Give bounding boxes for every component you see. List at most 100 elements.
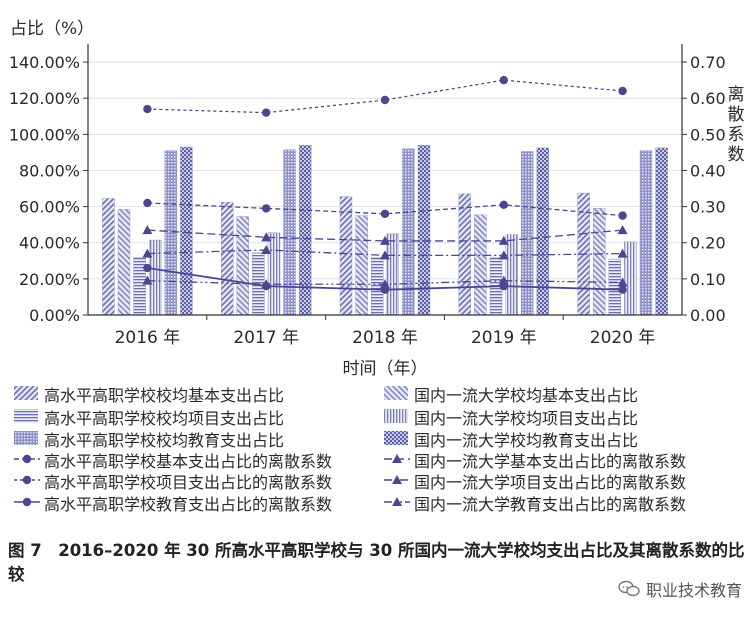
line-point xyxy=(380,235,390,245)
line-point xyxy=(380,279,390,289)
legend-swatch xyxy=(14,409,38,423)
line-point xyxy=(618,285,627,294)
bar xyxy=(593,208,606,316)
series-line xyxy=(147,79,623,114)
figure-caption: 图 7 2016–2020 年 30 所高水平高职学校与 30 所国内一流大学校… xyxy=(8,541,745,584)
legend-label: 国内一流大学教育支出占比的离散系数 xyxy=(414,495,686,514)
line-point xyxy=(22,475,32,485)
y-left-tick-label: 120.00% xyxy=(9,89,80,108)
lines xyxy=(142,75,628,294)
line-point xyxy=(498,250,509,260)
bar xyxy=(386,233,399,316)
bar xyxy=(536,147,549,316)
line-point xyxy=(617,248,628,258)
line-point xyxy=(143,263,152,273)
y-right-tick-label: 0.50 xyxy=(690,125,726,144)
line-point xyxy=(498,235,509,245)
legend-swatch xyxy=(14,431,38,445)
legend-label: 国内一流大学校均基本支出占比 xyxy=(414,386,638,405)
bar xyxy=(236,216,250,316)
y-left-tick-label: 140.00% xyxy=(9,53,80,72)
bar xyxy=(505,234,518,316)
line-point xyxy=(143,198,152,208)
line-point xyxy=(142,248,153,258)
y-left-tick-label: 60.00% xyxy=(19,198,80,217)
line-point xyxy=(618,211,627,220)
line-point xyxy=(498,275,509,285)
bar xyxy=(164,150,178,316)
bar xyxy=(355,215,368,316)
bar xyxy=(102,198,115,316)
y-left-tick-label: 20.00% xyxy=(19,270,80,289)
y-right-tick-label: 0.20 xyxy=(690,234,726,253)
bar xyxy=(655,147,668,316)
legend-swatch xyxy=(384,386,408,400)
line-point xyxy=(392,497,402,506)
line-point xyxy=(618,86,627,96)
legend-label: 高水平高职学校校均基本支出占比 xyxy=(44,386,284,405)
series-line xyxy=(147,249,623,257)
bar xyxy=(639,150,653,316)
line-point xyxy=(143,104,152,114)
line-point xyxy=(499,75,508,85)
y-right-tick-label: 0.40 xyxy=(690,161,726,180)
bar xyxy=(608,258,621,316)
chat-bubbles-icon xyxy=(618,580,640,597)
line-point xyxy=(262,108,271,117)
legend-label: 国内一流大学项目支出占比的离散系数 xyxy=(414,473,686,492)
y-left-tick-label: 100.00% xyxy=(9,125,80,144)
legend-swatch xyxy=(14,386,38,400)
bar xyxy=(402,148,415,316)
legend-label: 高水平高职学校校均项目支出占比 xyxy=(44,409,284,428)
line-point xyxy=(262,204,271,213)
line-point xyxy=(261,244,272,254)
y-right-title-char: 离 xyxy=(728,85,745,105)
bar xyxy=(133,256,146,316)
legend-label: 高水平高职学校教育支出占比的离散系数 xyxy=(44,495,332,514)
x-tick-label: 2017 年 xyxy=(233,328,299,348)
line-point xyxy=(22,497,32,507)
bar xyxy=(624,241,637,316)
y-left-tick-label: 0.00% xyxy=(29,306,80,325)
x-tick-label: 2016 年 xyxy=(115,328,181,348)
line-point xyxy=(392,475,402,484)
bar xyxy=(180,146,193,316)
x-tick-label: 2018 年 xyxy=(352,328,418,348)
line-point xyxy=(22,454,32,464)
y-right-tick-label: 0.70 xyxy=(690,53,726,72)
line-point xyxy=(499,200,508,209)
bar xyxy=(283,149,296,316)
axes: 0.00% 20.00% 40.00% 60.00% 80.00% 100.00% 120.… xyxy=(9,19,745,379)
line-point xyxy=(261,279,272,289)
y-right-tick-label: 0.00 xyxy=(690,306,726,325)
x-axis-title: 时间（年） xyxy=(343,359,428,379)
bar xyxy=(220,201,234,316)
series-line xyxy=(147,229,623,242)
y-left-tick-label: 40.00% xyxy=(19,234,80,253)
legend-label: 国内一流大学基本支出占比的离散系数 xyxy=(414,452,686,471)
bar xyxy=(299,144,312,316)
y-right-tick-label: 0.10 xyxy=(690,270,726,289)
bar xyxy=(458,193,471,316)
y-right-tick-label: 0.60 xyxy=(690,89,726,108)
series-line xyxy=(147,202,623,217)
line-point xyxy=(380,95,390,105)
bar xyxy=(267,232,281,316)
line-point xyxy=(142,275,153,285)
y-left-title: 占比（%） xyxy=(10,19,94,39)
bar xyxy=(117,209,131,316)
line-point xyxy=(142,225,153,235)
y-left-tick-label: 80.00% xyxy=(19,161,80,180)
bar xyxy=(339,196,353,316)
y-right-title-char: 散 xyxy=(728,105,745,125)
bar xyxy=(148,239,162,316)
x-tick-label: 2019 年 xyxy=(471,328,537,348)
y-right-title-char: 数 xyxy=(728,145,745,165)
legend-swatch xyxy=(384,431,408,445)
watermark-text: 职业技术教育 xyxy=(645,581,742,600)
legend-label: 高水平高职学校项目支出占比的离散系数 xyxy=(44,473,332,492)
legend-label: 国内一流大学校均教育支出占比 xyxy=(414,431,638,450)
x-tick-label: 2020 年 xyxy=(590,328,656,348)
watermark: 职业技术教育 xyxy=(618,577,742,601)
line-point xyxy=(380,250,390,260)
